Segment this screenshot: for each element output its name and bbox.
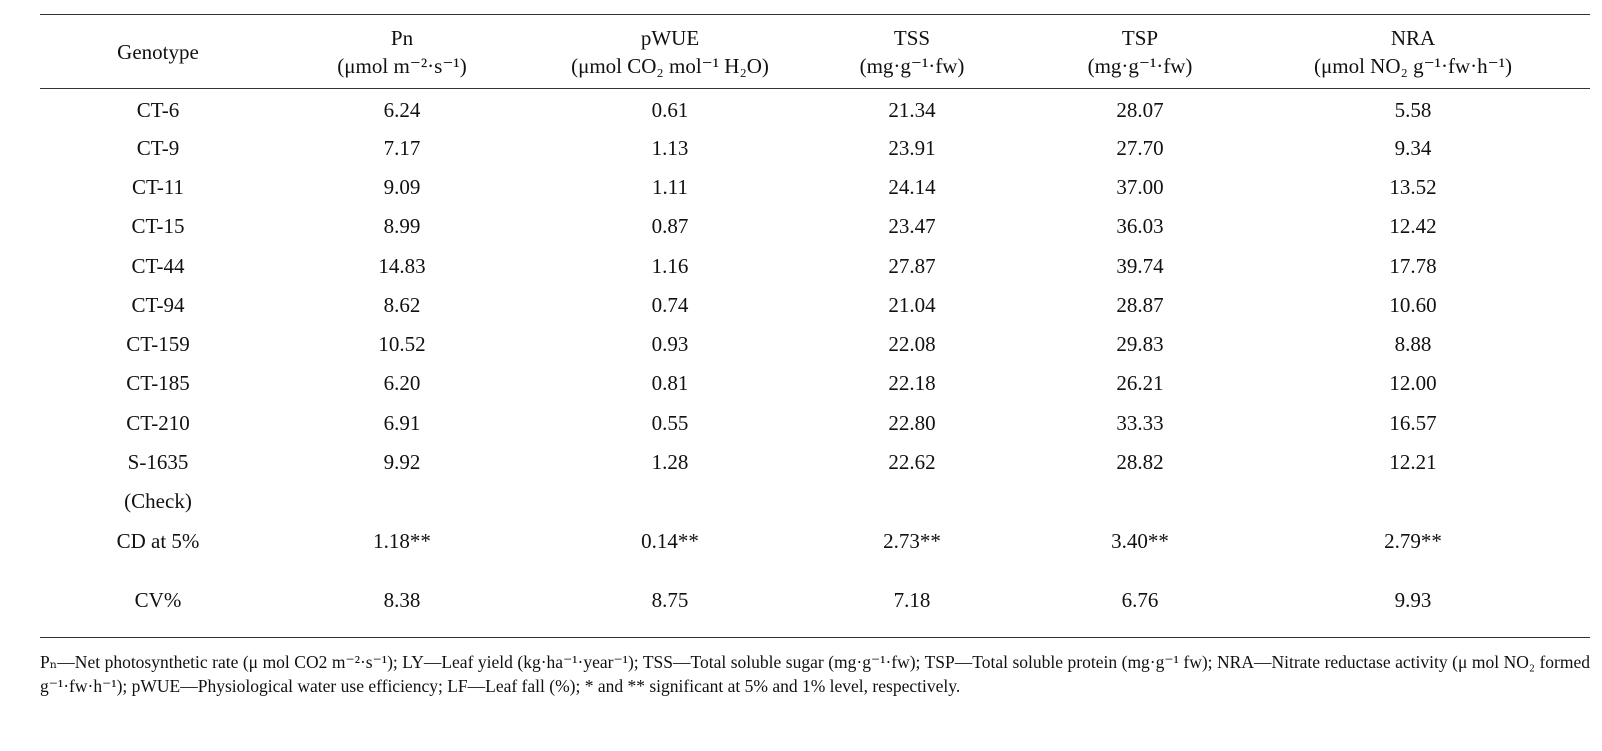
column-header: pWUE [640,26,700,50]
table-cell: 2.79** [1384,529,1442,553]
table-cell: 9.92 [383,450,421,474]
table-cell: 8.99 [383,214,421,238]
table-cell: 22.18 [888,371,936,395]
row-label: S-1635 [127,450,189,474]
column-header: TSS [893,26,931,50]
row-label: CT-9 [136,136,180,160]
table-cell: 9.93 [1394,588,1432,612]
row-label: CT-44 [131,254,185,278]
column-header: Pn [390,26,414,50]
table-cell: 17.78 [1389,254,1437,278]
table-cell: 22.08 [888,332,936,356]
column-header: TSP [1121,26,1159,50]
row-label: CT-210 [126,411,190,435]
table-cell: 22.80 [888,411,936,435]
table-cell: 0.74 [651,293,689,317]
table-cell: 8.88 [1394,332,1432,356]
bottom-rule [40,637,1590,638]
table-cell: 24.14 [888,175,936,199]
table-cell: 1.11 [652,175,688,199]
header-rule [40,88,1590,89]
table-cell: 36.03 [1116,214,1164,238]
table-cell: 10.60 [1389,293,1437,317]
table-cell: 21.04 [888,293,936,317]
table-cell: 23.91 [888,136,936,160]
table-cell: 1.18** [373,529,431,553]
table-cell: 6.76 [1121,588,1159,612]
table-cell: 28.82 [1116,450,1164,474]
table-cell: 13.52 [1389,175,1437,199]
table-cell: 27.87 [888,254,936,278]
table-cell: 29.83 [1116,332,1164,356]
table-cell: 1.13 [651,136,689,160]
table-cell: 16.57 [1389,411,1437,435]
table-cell: 12.42 [1389,214,1437,238]
table-cell: 0.55 [651,411,689,435]
table-cell: 10.52 [378,332,426,356]
table-cell: 3.40** [1111,529,1169,553]
row-label: CT-159 [126,332,190,356]
row-label: CT-15 [131,214,185,238]
table-cell: 37.00 [1116,175,1164,199]
table-cell: 9.34 [1394,136,1432,160]
row-label: CV% [134,588,182,612]
table-cell: 2.73** [883,529,941,553]
table-cell: 21.34 [888,98,936,122]
table-cell: 6.91 [383,411,421,435]
footnote: Pₙ—Net photosynthetic rate (μ mol CO2 m⁻… [40,652,1590,696]
column-header: NRA [1390,26,1436,50]
table-cell: 0.61 [651,98,689,122]
table-cell: 0.81 [651,371,689,395]
table-cell: 1.28 [651,450,689,474]
table-cell: 7.18 [893,588,931,612]
column-unit: (mg·g⁻¹·fw) [1087,54,1193,78]
row-label: CT-185 [126,371,190,395]
column-unit: (μmol NO₂ g⁻¹·fw·h⁻¹) [1314,54,1512,78]
table-cell: 39.74 [1116,254,1164,278]
table-cell: 8.38 [383,588,421,612]
table-cell: 26.21 [1116,371,1164,395]
table-cell: 5.58 [1394,98,1432,122]
table-cell: 12.00 [1389,371,1437,395]
table-cell: 0.87 [651,214,689,238]
table-cell: 12.21 [1389,450,1437,474]
table-cell: 28.07 [1116,98,1164,122]
table-cell: 8.75 [651,588,689,612]
table-cell: 8.62 [383,293,421,317]
top-rule [40,14,1590,15]
table-cell: 0.93 [651,332,689,356]
table-cell: 1.16 [651,254,689,278]
column-unit: (mg·g⁻¹·fw) [859,54,965,78]
table-cell: 22.62 [888,450,936,474]
column-unit: (μmol m⁻²·s⁻¹) [337,54,467,78]
column-unit: (μmol CO₂ mol⁻¹ H₂O) [571,54,769,78]
table-cell: 6.24 [383,98,421,122]
table-cell: 33.33 [1116,411,1164,435]
row-label: (Check) [124,489,192,513]
table-cell: 0.14** [641,529,699,553]
table-cell: 14.83 [378,254,426,278]
row-label: CT-94 [131,293,185,317]
table-cell: 28.87 [1116,293,1164,317]
table-cell: 6.20 [383,371,421,395]
table-cell: 9.09 [383,175,421,199]
row-label: CD at 5% [116,529,200,553]
table-cell: 7.17 [383,136,421,160]
table-cell: 27.70 [1116,136,1164,160]
row-label: CT-6 [136,98,180,122]
row-label: CT-11 [131,175,185,199]
table-cell: 23.47 [888,214,936,238]
column-header: Genotype [117,40,199,64]
